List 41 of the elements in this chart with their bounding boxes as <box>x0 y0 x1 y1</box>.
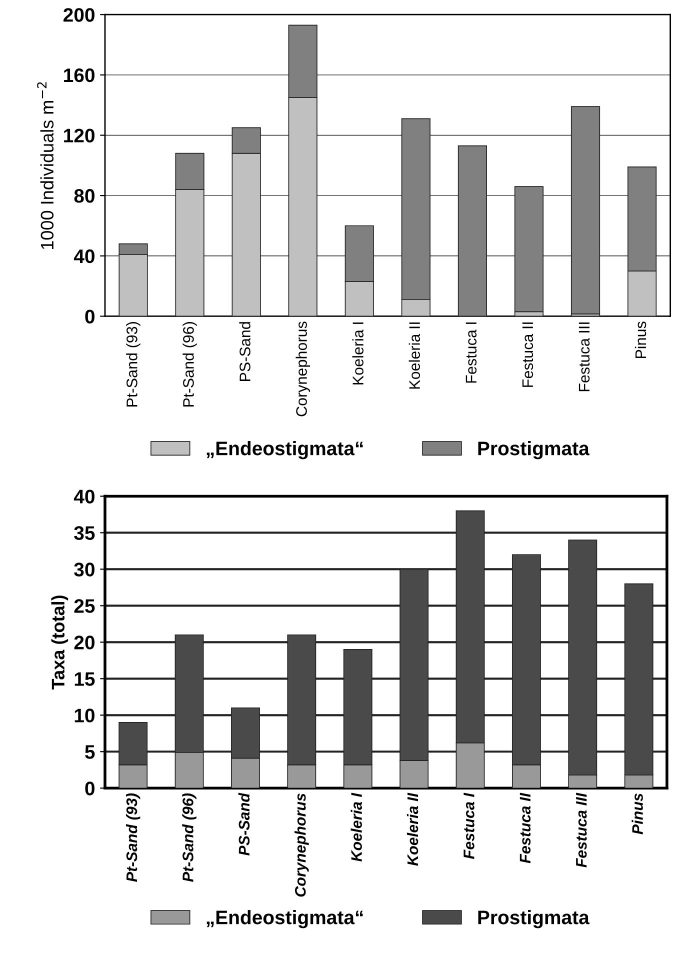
y-tick-label: 5 <box>85 745 95 759</box>
x-tick-label: Festuca III <box>578 322 590 392</box>
legend-label: „Endeostigmata“ <box>206 910 363 928</box>
x-tick-label: Festuca I <box>466 322 477 383</box>
x-tick-label: Pinus <box>632 794 643 834</box>
x-tick-label: Festuca II <box>522 322 534 387</box>
legend-label: „Endeostigmata“ <box>206 441 363 460</box>
y-tick-label: 30 <box>74 562 94 576</box>
y-tick-label: 15 <box>74 672 95 686</box>
x-tick-label: Pt-Sand (93) <box>126 322 140 406</box>
x-tick-label: PS-Sand <box>239 322 250 381</box>
y-tick-label: 0 <box>85 310 94 324</box>
x-tick-label: Festuca II <box>520 792 531 864</box>
y-tick-label: 200 <box>64 8 94 22</box>
x-tick-label: Pinus <box>634 322 646 358</box>
y-tick-label: 40 <box>74 249 94 264</box>
x-tick-label: Koeleria I <box>350 792 362 862</box>
y-axis-title: 1000 Individuals m$^{−2}$ <box>37 82 54 249</box>
y-tick-label: 35 <box>74 526 95 540</box>
y-tick-label: 0 <box>85 782 94 796</box>
x-tick-label: Corynephorus <box>294 794 309 897</box>
y-axis-title: Taxa (total) <box>51 596 68 690</box>
y-tick-label: 10 <box>74 708 94 722</box>
x-tick-label: Pt-Sand (96) <box>182 322 197 406</box>
y-tick-label: 25 <box>74 599 95 613</box>
y-tick-label: 120 <box>64 128 94 142</box>
legend-label: Prostigmata <box>478 910 590 928</box>
x-tick-label: Koeleria II <box>408 322 420 389</box>
y-tick-label: 80 <box>74 189 94 203</box>
x-tick-label: Pt-Sand (93) <box>126 793 140 882</box>
x-tick-label: Festuca III <box>576 792 587 868</box>
x-tick-label: PS-Sand <box>238 792 250 856</box>
x-tick-label: Koeleria II <box>406 792 418 866</box>
y-tick-label: 40 <box>74 490 94 504</box>
legend-label: Prostigmata <box>478 441 590 460</box>
x-tick-label: Koeleria I <box>352 322 364 384</box>
x-tick-label: Festuca I <box>464 792 474 859</box>
y-tick-label: 20 <box>74 636 94 650</box>
x-tick-label: Corynephorus <box>296 322 310 416</box>
y-tick-label: 160 <box>64 68 94 82</box>
x-tick-label: Pt-Sand (96) <box>182 793 196 882</box>
